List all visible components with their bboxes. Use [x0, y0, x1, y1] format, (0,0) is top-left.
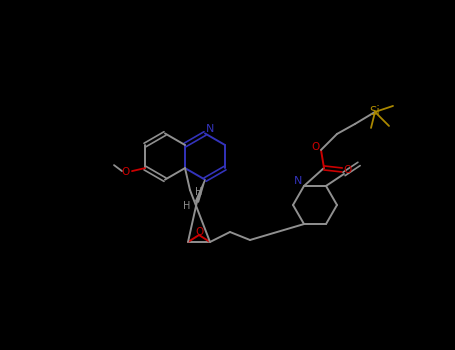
Text: O: O [312, 142, 320, 152]
Text: O: O [343, 165, 351, 175]
Text: H: H [195, 187, 202, 197]
Text: H: H [183, 201, 191, 211]
Text: N: N [294, 176, 302, 186]
Text: N: N [206, 125, 214, 134]
Text: O: O [195, 227, 203, 237]
Text: Si: Si [369, 105, 380, 118]
Text: O: O [122, 167, 130, 177]
Polygon shape [196, 180, 205, 202]
